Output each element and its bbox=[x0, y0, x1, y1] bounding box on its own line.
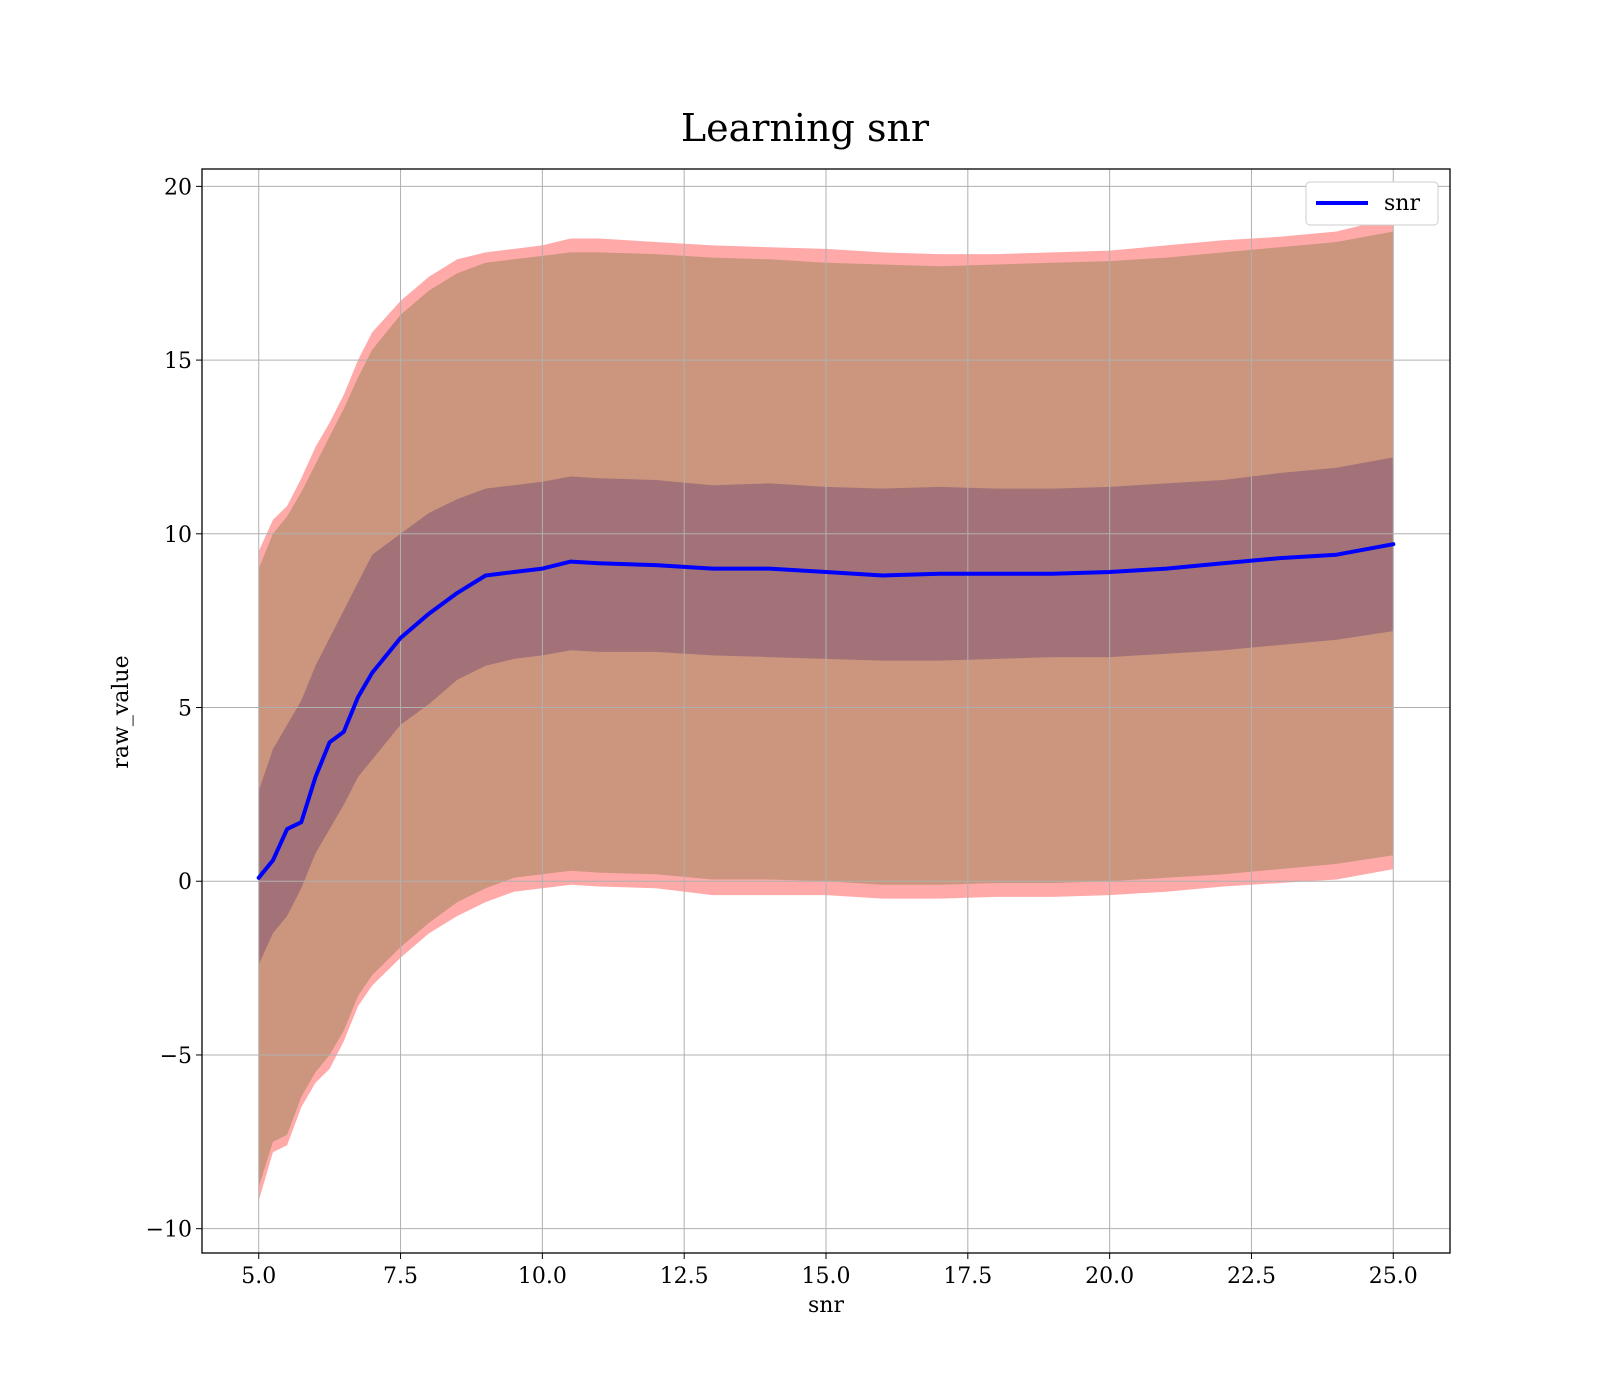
legend-box bbox=[1305, 181, 1439, 226]
x-axis-label: snr bbox=[808, 1293, 844, 1318]
chart-title: Learning snr bbox=[681, 106, 930, 150]
grid-lines bbox=[202, 169, 1450, 1253]
x-tick-label: 22.5 bbox=[1227, 1264, 1276, 1289]
y-axis-label: raw_value bbox=[109, 655, 134, 768]
y-tick-label: 5 bbox=[178, 697, 192, 722]
y-tick-label: −5 bbox=[160, 1044, 192, 1069]
legend-label-snr: snr bbox=[1384, 191, 1420, 216]
series-line-snr bbox=[256, 542, 1396, 880]
y-tick-label: 0 bbox=[178, 870, 192, 895]
x-tick-label: 10.0 bbox=[518, 1264, 567, 1289]
x-tick-label: 5.0 bbox=[241, 1264, 276, 1289]
legend: snr bbox=[1305, 181, 1439, 226]
x-tick-label: 12.5 bbox=[660, 1264, 709, 1289]
x-tick-label: 20.0 bbox=[1085, 1264, 1134, 1289]
plot-area bbox=[201, 168, 1451, 1254]
x-tick-label: 15.0 bbox=[802, 1264, 851, 1289]
x-tick-label: 25.0 bbox=[1369, 1264, 1418, 1289]
x-tick-label: 17.5 bbox=[943, 1264, 992, 1289]
series-lines bbox=[256, 542, 1396, 880]
y-tick-label: 20 bbox=[164, 175, 192, 200]
y-tick-label: 15 bbox=[164, 349, 192, 374]
y-tick-label: 10 bbox=[164, 523, 192, 548]
y-tick-label: −10 bbox=[146, 1218, 192, 1243]
axis-ticks: 5.0 7.5 10.0 12.5 15.0 17.5 20.0 22.5 25.0 −10 −5 0… bbox=[146, 175, 1418, 1289]
x-tick-label: 7.5 bbox=[383, 1264, 418, 1289]
